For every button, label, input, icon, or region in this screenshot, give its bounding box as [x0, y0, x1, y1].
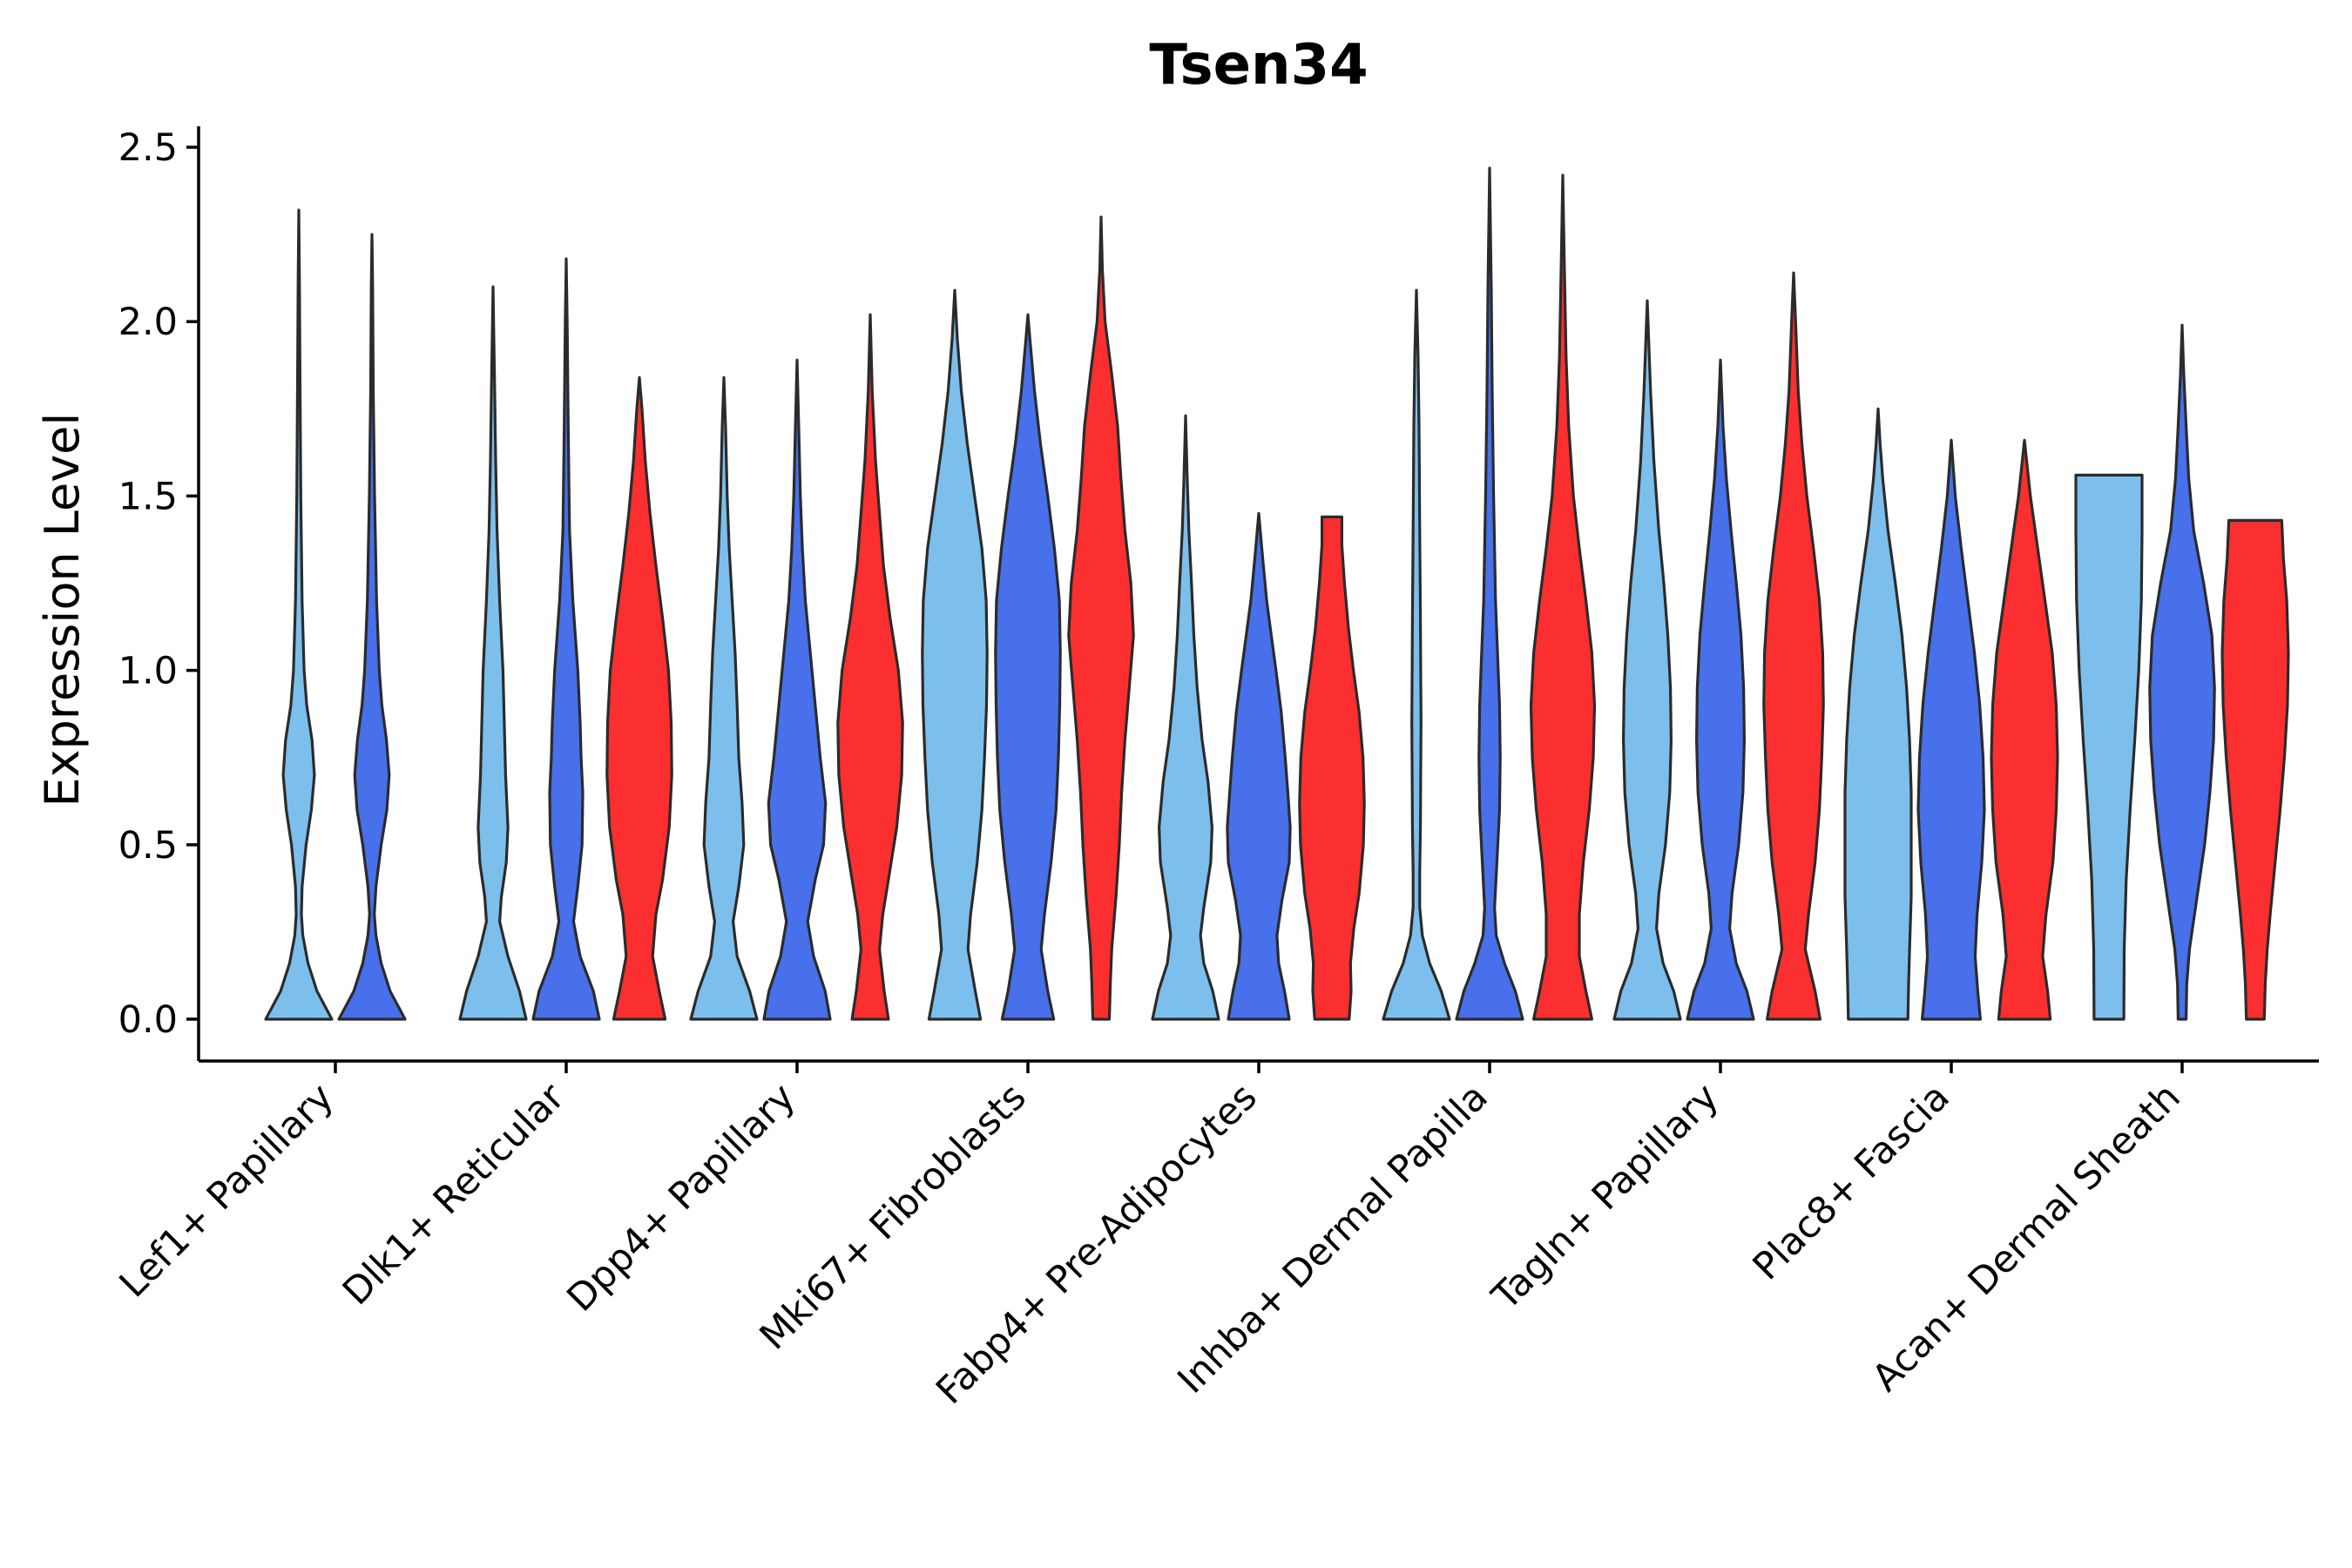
violin-blue [1455, 166, 1524, 1021]
x-tick-label: Plac8+ Fascia [1745, 1075, 1958, 1288]
violin-blue [1226, 511, 1292, 1021]
violin-light-blue [1612, 299, 1682, 1021]
violin-blue [1916, 438, 1986, 1021]
violin-light-blue [2074, 473, 2144, 1021]
violin-blue [337, 233, 407, 1021]
y-tick-label: 0.0 [118, 998, 178, 1042]
x-tick-label: Tagln+ Papillary [1484, 1075, 1727, 1319]
violin-red [605, 375, 673, 1021]
violin-red [1067, 215, 1135, 1021]
violin-light-blue [458, 285, 528, 1021]
y-tick-label: 2.0 [118, 301, 178, 344]
y-tick-label: 1.5 [118, 475, 178, 518]
violin-blue [2148, 323, 2216, 1021]
violin-light-blue [1151, 414, 1220, 1021]
x-tick-label: Dlk1+ Reticular [335, 1075, 573, 1314]
violin-blue [994, 313, 1062, 1021]
y-tick-label: 2.5 [118, 126, 178, 170]
x-tick-label: Dpp4+ Papillary [559, 1075, 804, 1320]
violin-red [1762, 271, 1825, 1021]
violin-light-blue [264, 208, 334, 1021]
violin-blue [762, 358, 832, 1021]
violin-red [1529, 173, 1597, 1021]
y-tick-label: 1.0 [118, 650, 178, 693]
violins-layer [264, 166, 2290, 1021]
violin-light-blue [1843, 407, 1913, 1021]
violin-red [1990, 438, 2059, 1021]
violin-blue [1686, 358, 1755, 1021]
x-tick-label: Lef1+ Papillary [112, 1075, 342, 1306]
violin-red [2220, 518, 2290, 1021]
violin-light-blue [689, 375, 759, 1021]
violin-light-blue [1382, 288, 1451, 1021]
chart-title: Tsen34 [1149, 33, 1368, 98]
violin-red [836, 313, 904, 1021]
y-tick-label: 0.5 [118, 824, 178, 868]
violin-red [1298, 515, 1366, 1021]
violin-blue [531, 257, 601, 1021]
violin-light-blue [921, 288, 989, 1021]
y-axis-label: Expression Level [35, 413, 90, 808]
x-tick-label: Mki67+ Fibroblasts [752, 1075, 1035, 1358]
